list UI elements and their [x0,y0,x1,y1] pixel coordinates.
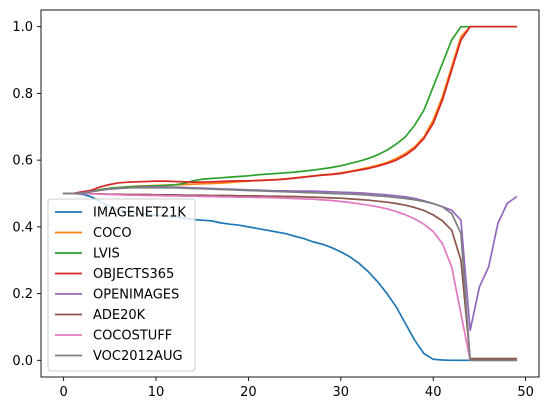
plot-frame [40,9,540,378]
y-axis: 0.0 0.2 0.4 0.6 0.8 1.0 [12,20,41,369]
x-axis: 0 10 20 30 40 50 [59,377,534,400]
y-tick-label: 0.0 [12,354,33,369]
legend-label: VOC2012AUG [93,349,183,364]
series-line-lvis [62,25,518,195]
y-tick-label: 1.0 [12,20,33,35]
series-line-objects365 [62,25,518,195]
series-line-cocostuff [62,192,518,362]
legend-label: COCOSTUFF [93,329,172,344]
x-tick-label: 0 [59,385,67,400]
legend-label: COCO [93,226,132,241]
legend-label: OPENIMAGES [93,288,179,303]
x-tick-label: 20 [240,385,257,400]
legend-label: ADE20K [93,308,146,323]
y-tick-label: 0.6 [12,154,33,169]
legend-box [47,198,196,372]
legend: IMAGENET21K COCO LVIS OBJECTS365 OPENIMAGES A… [47,198,196,372]
y-tick-label: 0.4 [12,220,33,235]
y-tick-label: 0.8 [12,87,33,102]
legend-label: OBJECTS365 [93,267,174,282]
x-tick-label: 40 [425,385,442,400]
x-tick-label: 10 [148,385,165,400]
legend-label: LVIS [93,247,120,262]
y-tick-label: 0.2 [12,287,33,302]
legend-label: IMAGENET21K [93,206,186,221]
x-tick-label: 30 [333,385,350,400]
series-line-voc2012aug [62,186,518,362]
x-tick-label: 50 [517,385,534,400]
